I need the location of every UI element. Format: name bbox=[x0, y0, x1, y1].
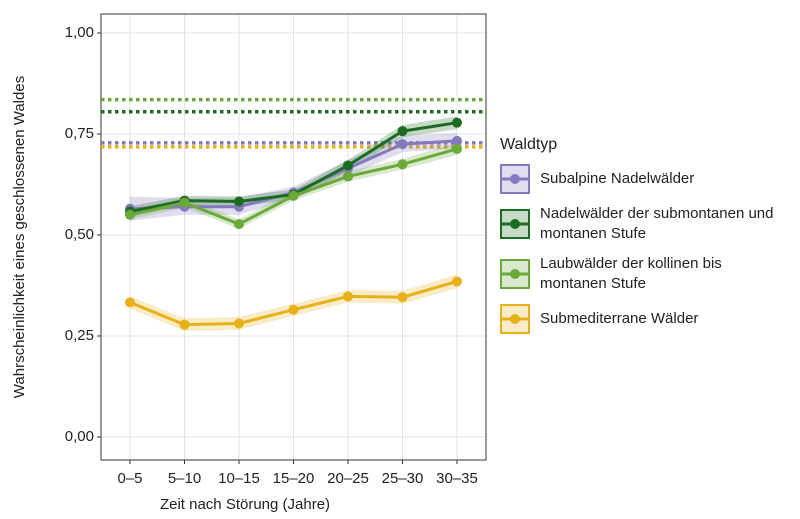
legend-dot bbox=[510, 174, 520, 184]
grid bbox=[101, 14, 486, 460]
y-tick-label: 1,00 bbox=[65, 24, 94, 41]
legend-title: Waldtyp bbox=[500, 136, 558, 153]
data-point bbox=[397, 126, 408, 137]
legend-symbol bbox=[502, 269, 528, 279]
legend-label: Laubwälder der kollinen bis montanen Stu… bbox=[540, 255, 722, 292]
x-tick-label: 5–10 bbox=[168, 470, 201, 487]
legend-label: Submediterrane Wälder bbox=[540, 310, 699, 327]
x-tick-label: 25–30 bbox=[382, 470, 424, 487]
legend-label: Nadelwälder der submontanen und montanen… bbox=[540, 205, 774, 242]
legend-key bbox=[500, 209, 530, 239]
x-tick-label: 10–15 bbox=[218, 470, 260, 487]
y-tick-label: 0,75 bbox=[65, 125, 94, 142]
legend-dot bbox=[510, 314, 520, 324]
data-point bbox=[179, 197, 190, 208]
x-tick-label: 30–35 bbox=[436, 470, 478, 487]
legend-symbol bbox=[502, 174, 528, 184]
data-point bbox=[452, 135, 462, 146]
legend-dot bbox=[510, 219, 520, 229]
legend-symbol bbox=[502, 219, 528, 229]
data-point bbox=[288, 190, 299, 201]
data-point bbox=[343, 291, 353, 302]
data-point bbox=[452, 143, 462, 154]
x-tick-label: 15–20 bbox=[273, 470, 315, 487]
data-point bbox=[234, 219, 244, 230]
data-point bbox=[234, 196, 244, 207]
y-tick-label: 0,00 bbox=[65, 428, 94, 445]
plot-border bbox=[100, 13, 487, 461]
y-axis-label: Wahrscheinlichkeit eines geschlossenen W… bbox=[11, 76, 28, 398]
data-point bbox=[397, 292, 408, 303]
data-point bbox=[343, 171, 353, 182]
legend-key bbox=[500, 304, 530, 334]
data-point bbox=[397, 139, 408, 150]
legend-key bbox=[500, 164, 530, 194]
legend-item: Submediterrane Wälder bbox=[500, 304, 800, 334]
legend-dot bbox=[510, 269, 520, 279]
data-point bbox=[452, 117, 462, 128]
x-axis-label: Zeit nach Störung (Jahre) bbox=[160, 496, 330, 513]
legend-symbol bbox=[502, 314, 528, 324]
data-point bbox=[397, 159, 408, 170]
legend-key bbox=[500, 259, 530, 289]
legend-item: Subalpine Nadelwälder bbox=[500, 164, 800, 194]
data-point bbox=[125, 209, 135, 220]
y-tick-label: 0,25 bbox=[65, 327, 94, 344]
data-point bbox=[452, 276, 462, 287]
data-point bbox=[234, 318, 244, 329]
data-point bbox=[179, 319, 190, 330]
data-point bbox=[125, 297, 135, 308]
legend-item: Laubwälder der kollinen bis montanen Stu… bbox=[500, 254, 800, 294]
legend-label: Subalpine Nadelwälder bbox=[540, 170, 695, 187]
data-point bbox=[343, 160, 353, 171]
x-tick-label: 0–5 bbox=[117, 470, 142, 487]
x-tick-label: 20–25 bbox=[327, 470, 369, 487]
legend: Waldtyp Subalpine Nadelwälder Nadelwälder… bbox=[500, 136, 800, 344]
data-point bbox=[288, 304, 299, 315]
y-tick-label: 0,50 bbox=[65, 226, 94, 243]
confidence-band bbox=[130, 274, 457, 332]
legend-item: Nadelwälder der submontanen und montanen… bbox=[500, 204, 800, 244]
